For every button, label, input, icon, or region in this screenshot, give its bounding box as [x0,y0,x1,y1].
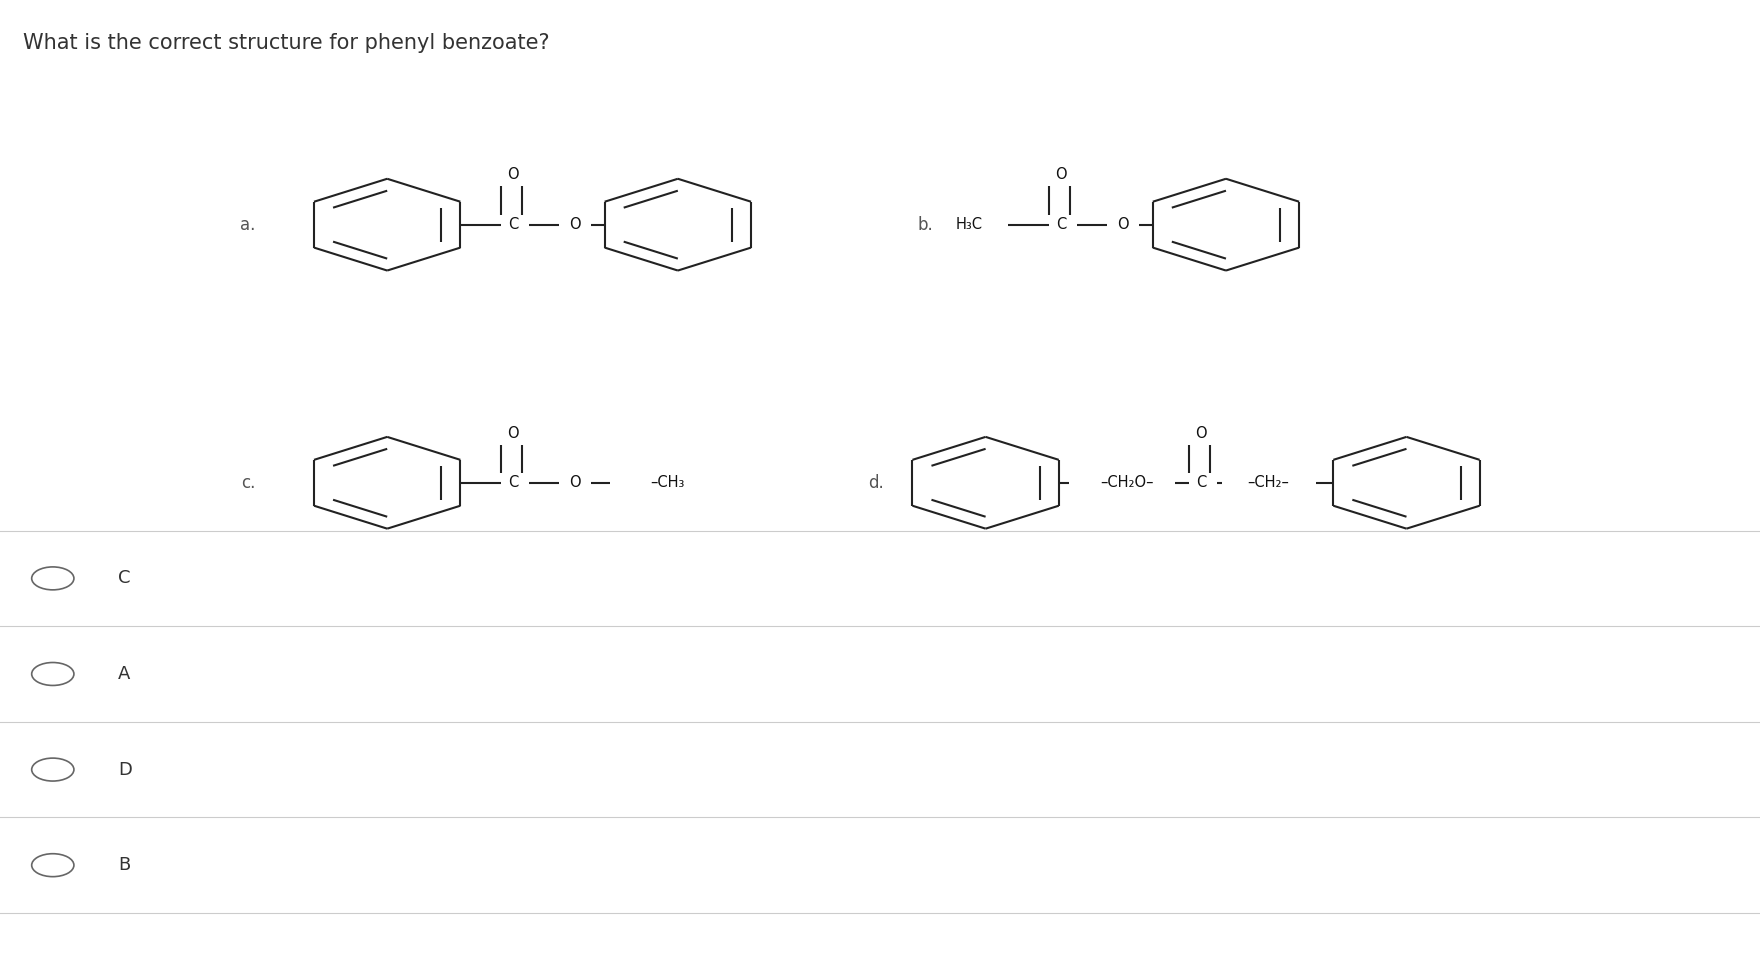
Text: c.: c. [241,474,255,491]
Text: O: O [1195,425,1207,441]
Text: C: C [1056,217,1067,232]
Text: –CH₂O–: –CH₂O– [1100,475,1155,490]
Text: O: O [1118,217,1128,232]
Text: O: O [507,167,519,183]
Text: C: C [118,570,130,587]
Text: O: O [568,217,581,232]
Text: D: D [118,761,132,778]
Text: d.: d. [868,474,884,491]
Text: b.: b. [917,216,933,233]
Text: O: O [568,475,581,490]
Text: A: A [118,665,130,683]
Text: –CH₂–: –CH₂– [1248,475,1288,490]
Text: –CH₃: –CH₃ [651,475,685,490]
Text: B: B [118,857,130,874]
Text: C: C [509,217,517,232]
Text: O: O [1056,167,1067,183]
Text: H₃C: H₃C [956,217,982,232]
Text: O: O [507,425,519,441]
Text: C: C [1197,475,1206,490]
Text: a.: a. [239,216,255,233]
Text: C: C [509,475,517,490]
Text: What is the correct structure for phenyl benzoate?: What is the correct structure for phenyl… [23,33,549,54]
